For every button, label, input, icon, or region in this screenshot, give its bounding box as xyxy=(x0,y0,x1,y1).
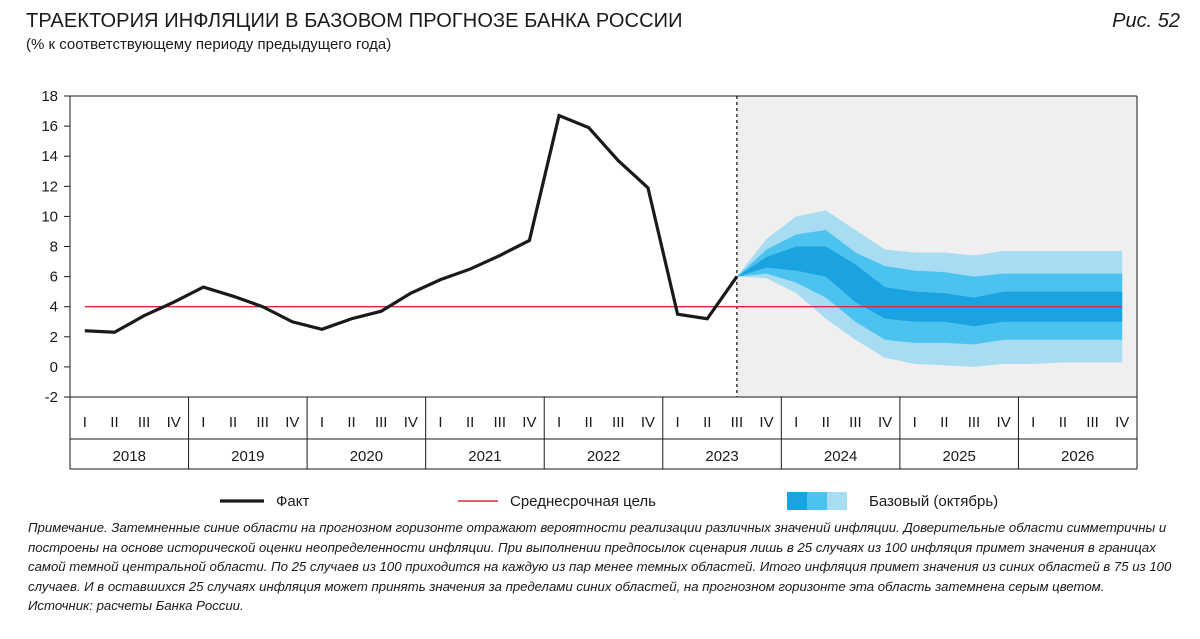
y-tick-label: 10 xyxy=(41,208,58,225)
y-tick-label: -2 xyxy=(45,389,58,406)
quarter-label: I xyxy=(794,414,798,431)
quarter-label: IV xyxy=(997,414,1011,431)
fact-line xyxy=(84,113,739,334)
year-label: 2021 xyxy=(468,448,501,465)
quarter-label: III xyxy=(494,414,507,431)
y-tick-label: 8 xyxy=(50,239,58,256)
quarter-label: III xyxy=(849,414,862,431)
quarter-label: I xyxy=(913,414,917,431)
quarter-label: III xyxy=(731,414,744,431)
quarter-label: II xyxy=(940,414,948,431)
quarter-label: IV xyxy=(404,414,418,431)
legend-item-fact: Факт xyxy=(220,489,309,513)
legend-label-target: Среднесрочная цель xyxy=(510,492,656,510)
quarter-label: I xyxy=(438,414,442,431)
quarter-label: I xyxy=(557,414,561,431)
quarter-label: I xyxy=(201,414,205,431)
y-tick-label: 6 xyxy=(50,269,58,286)
y-tick-label: 0 xyxy=(50,359,58,376)
y-tick-label: 2 xyxy=(50,329,58,346)
note-source: Источник: расчеты Банка России. xyxy=(28,598,244,613)
fact-layer xyxy=(84,113,739,334)
quarter-label: I xyxy=(676,414,680,431)
x-axis-table: I II III IV I II III IV I II III IV I II III IV I II III IV… xyxy=(69,396,1138,470)
quarter-label: III xyxy=(968,414,981,431)
quarter-label: IV xyxy=(1115,414,1129,431)
quarter-label: IV xyxy=(167,414,181,431)
quarter-label: II xyxy=(347,414,355,431)
legend-label-fact: Факт xyxy=(276,492,310,510)
year-label: 2022 xyxy=(587,448,620,465)
year-label: 2026 xyxy=(1061,448,1094,465)
quarter-label: III xyxy=(612,414,625,431)
quarter-label: III xyxy=(375,414,388,431)
quarter-label: II xyxy=(822,414,830,431)
quarter-label: II xyxy=(703,414,711,431)
quarter-label: IV xyxy=(641,414,655,431)
y-tick-label: 4 xyxy=(50,299,58,316)
legend-swatch-fact xyxy=(220,499,264,503)
chart-title: ТРАЕКТОРИЯ ИНФЛЯЦИИ В БАЗОВОМ ПРОГНОЗЕ Б… xyxy=(26,10,683,32)
quarter-label: II xyxy=(1059,414,1067,431)
quarter-label: II xyxy=(229,414,237,431)
quarter-label: III xyxy=(1086,414,1099,431)
quarter-label: IV xyxy=(285,414,299,431)
legend: Факт Среднесрочная цель Базовый (октябрь… xyxy=(0,489,1200,513)
y-tick-label: 12 xyxy=(41,178,58,195)
year-label: 2020 xyxy=(350,448,383,465)
legend-item-base: Базовый (октябрь) xyxy=(787,489,998,513)
quarter-label: II xyxy=(110,414,118,431)
quarter-label: IV xyxy=(878,414,892,431)
y-tick-label: 18 xyxy=(41,88,58,105)
note-text: Примечание. Затемненные синие области на… xyxy=(28,520,1172,594)
quarter-label: II xyxy=(585,414,593,431)
legend-item-target: Среднесрочная цель xyxy=(458,489,656,513)
quarter-label: III xyxy=(256,414,269,431)
quarter-label: IV xyxy=(759,414,773,431)
year-label: 2025 xyxy=(942,448,975,465)
legend-swatch-base xyxy=(787,492,847,510)
legend-swatch-target xyxy=(458,500,498,502)
legend-label-base: Базовый (октябрь) xyxy=(869,492,999,510)
year-label: 2019 xyxy=(231,448,264,465)
year-label: 2024 xyxy=(824,448,857,465)
quarter-label: I xyxy=(320,414,324,431)
quarter-label: II xyxy=(466,414,474,431)
note: Примечание. Затемненные синие области на… xyxy=(28,518,1178,616)
quarter-label: I xyxy=(83,414,87,431)
year-label: 2023 xyxy=(705,448,738,465)
axes: 18 16 14 12 10 8 6 4 2 0 -2 xyxy=(41,88,1138,406)
quarter-label: III xyxy=(138,414,151,431)
y-tick-label: 16 xyxy=(41,118,58,135)
y-tick-label: 14 xyxy=(41,148,58,165)
quarter-label: I xyxy=(1031,414,1035,431)
figure-label: Рис. 52 xyxy=(1112,10,1180,32)
quarter-label: IV xyxy=(522,414,536,431)
year-label: 2018 xyxy=(113,448,146,465)
chart-subtitle: (% к соответствующему периоду предыдущег… xyxy=(26,36,392,53)
